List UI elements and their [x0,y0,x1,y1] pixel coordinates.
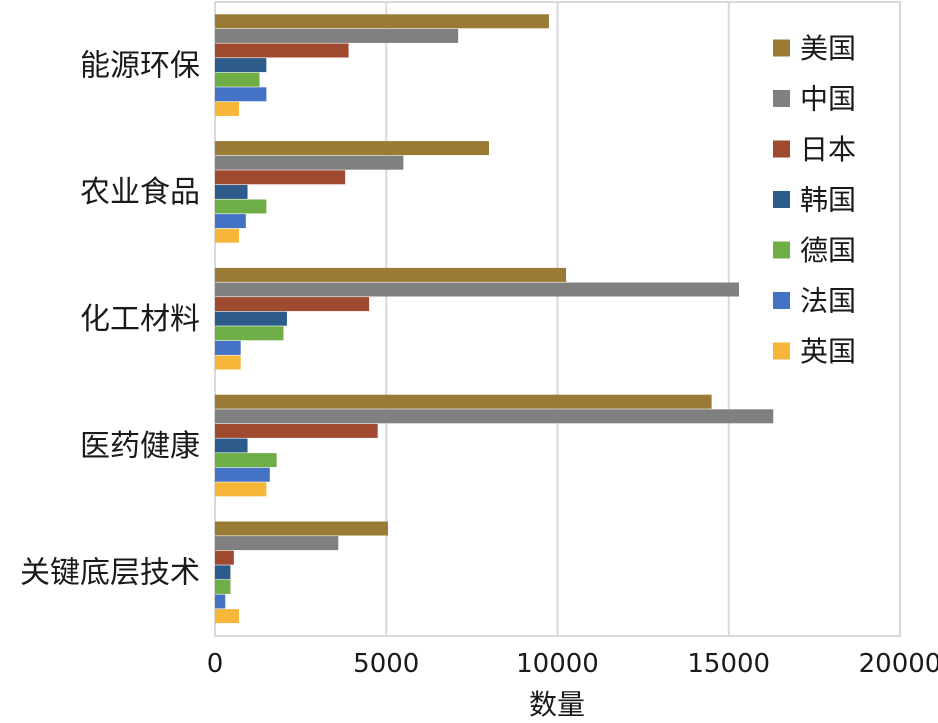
bar [215,170,346,185]
bar [215,58,267,73]
bar [215,155,404,170]
legend-swatch [773,342,790,360]
legend-swatch [773,292,790,309]
bar [215,409,774,424]
bar [215,453,277,468]
x-tick-label: 5000 [353,649,419,679]
bar [215,609,239,624]
x-tick-label: 20000 [859,649,938,679]
bar [215,14,549,29]
category-label: 能源环保 [80,48,200,83]
category-label: 农业食品 [80,175,200,210]
bars [215,14,774,624]
bar [215,282,740,297]
bar [215,423,378,438]
bar [215,579,231,594]
bar [215,565,231,580]
bar [215,355,241,370]
bar [215,267,567,282]
legend-label: 德国 [800,234,856,267]
legend-swatch [773,39,790,57]
x-tick-label: 15000 [687,649,770,679]
legend-swatch [773,140,790,158]
bar [215,297,370,312]
bar [215,311,287,326]
bar [215,228,239,243]
x-tick-label: 10000 [516,649,599,679]
bar [215,467,270,482]
bar [215,394,712,409]
x-axis-title: 数量 [529,688,585,721]
category-label: 化工材料 [80,302,200,337]
legend-label: 韩国 [800,184,856,217]
bar [215,438,248,453]
legend-label: 美国 [800,32,856,65]
bar [215,536,339,551]
bar [215,482,267,497]
legend-label: 法国 [800,285,856,318]
category-label: 医药健康 [80,429,200,464]
bar [215,184,248,199]
bar [215,28,459,43]
legend-swatch [773,90,790,107]
bar [215,214,246,229]
x-tick-label: 0 [207,649,224,679]
bar [215,101,239,116]
bar [215,43,349,58]
legend-swatch [773,241,790,259]
bar [215,340,241,355]
bar [215,521,388,536]
legend-label: 英国 [800,335,856,368]
category-label: 关键底层技术 [20,556,200,591]
x-tick-labels: 0 5000 10000 15000 20000 [207,649,938,679]
bar [215,72,260,87]
legend-label: 中国 [800,83,856,116]
grid-lines [385,2,730,636]
bar [215,141,489,156]
legend-swatch [773,191,790,208]
bar [215,87,267,102]
bar [215,199,267,214]
legend-label: 日本 [800,133,856,166]
bar [215,594,226,609]
bar [215,326,284,341]
bar [215,550,234,565]
